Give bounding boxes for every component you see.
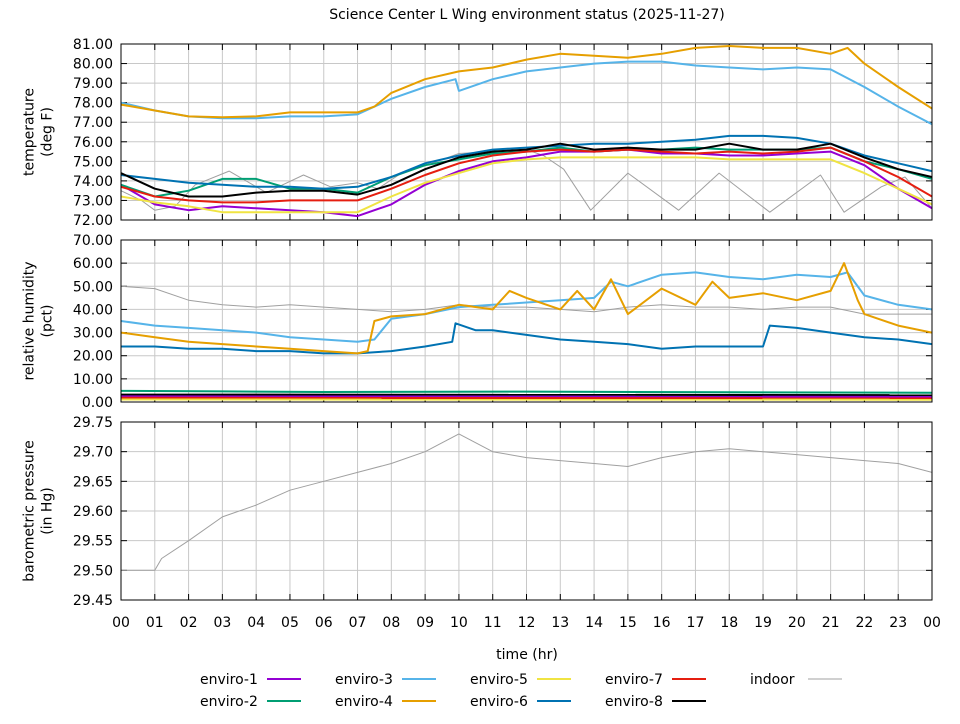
y-tick-label: 74.00 bbox=[73, 174, 113, 190]
y-axis-label-line: temperature bbox=[21, 88, 37, 176]
x-tick-label: 17 bbox=[687, 615, 705, 631]
y-tick-label: 72.00 bbox=[73, 213, 113, 229]
x-tick-label: 18 bbox=[720, 615, 738, 631]
y-axis-label-line: barometric pressure bbox=[21, 440, 37, 581]
series-enviro-7-line bbox=[121, 398, 932, 399]
y-axis-label-line: (in Hg) bbox=[40, 487, 56, 535]
y-tick-label: 79.00 bbox=[73, 76, 113, 92]
x-tick-label: 09 bbox=[416, 615, 434, 631]
legend-label: enviro-7 bbox=[605, 672, 663, 688]
x-tick-label: 20 bbox=[788, 615, 806, 631]
legend-label: enviro-5 bbox=[470, 672, 528, 688]
y-axis-label-line: relative humidity bbox=[21, 261, 37, 380]
y-axis-label: temperature(deg F) bbox=[21, 88, 55, 176]
x-tick-label: 15 bbox=[619, 615, 637, 631]
x-tick-label: 14 bbox=[585, 615, 603, 631]
legend-label: enviro-8 bbox=[605, 694, 663, 710]
y-tick-label: 70.00 bbox=[73, 233, 113, 249]
y-tick-label: 81.00 bbox=[73, 37, 113, 53]
legend-item-enviro-1: enviro-1 bbox=[200, 672, 301, 688]
y-tick-label: 10.00 bbox=[73, 372, 113, 388]
x-tick-label: 06 bbox=[315, 615, 333, 631]
x-tick-label: 19 bbox=[754, 615, 772, 631]
x-tick-label: 10 bbox=[450, 615, 468, 631]
x-tick-label: 08 bbox=[382, 615, 400, 631]
x-tick-label: 07 bbox=[349, 615, 367, 631]
legend-label: enviro-2 bbox=[200, 694, 258, 710]
panel-2: 29.45 29.50 29.55 29.60 29.65 29.70 29.75 barom… bbox=[21, 415, 932, 609]
x-tick-label: 22 bbox=[856, 615, 874, 631]
y-tick-label: 50.00 bbox=[73, 279, 113, 295]
y-tick-label: 80.00 bbox=[73, 57, 113, 73]
x-axis-label: time (hr) bbox=[496, 647, 558, 663]
y-tick-label: 30.00 bbox=[73, 326, 113, 342]
legend-label: enviro-1 bbox=[200, 672, 258, 688]
legend-label: enviro-4 bbox=[335, 694, 393, 710]
x-tick-label: 00 bbox=[923, 615, 941, 631]
x-tick-label: 11 bbox=[484, 615, 502, 631]
x-tick-label: 02 bbox=[180, 615, 198, 631]
y-axis-label: relative humidity(pct) bbox=[21, 261, 55, 380]
y-tick-label: 40.00 bbox=[73, 302, 113, 318]
y-tick-label: 60.00 bbox=[73, 256, 113, 272]
y-tick-label: 20.00 bbox=[73, 349, 113, 365]
legend-item-enviro-8: enviro-8 bbox=[605, 694, 706, 710]
legend-item-enviro-5: enviro-5 bbox=[470, 672, 571, 688]
y-axis-label: barometric pressure(in Hg) bbox=[21, 440, 55, 581]
y-tick-label: 77.00 bbox=[73, 115, 113, 131]
legend-item-enviro-6: enviro-6 bbox=[470, 694, 571, 710]
y-tick-label: 0.00 bbox=[82, 395, 113, 411]
chart-title: Science Center L Wing environment status… bbox=[329, 7, 725, 23]
series-enviro-2-line bbox=[121, 391, 932, 393]
legend-item-enviro-2: enviro-2 bbox=[200, 694, 301, 710]
legend-label: enviro-6 bbox=[470, 694, 528, 710]
panel-1: 0.00 10.00 20.00 30.00 40.00 50.00 60.00 70.00 r… bbox=[21, 233, 932, 411]
legend-label: indoor bbox=[750, 672, 795, 688]
chart-panels: 72.00 73.00 74.00 75.00 76.00 77.00 78.00 79.00… bbox=[21, 37, 941, 631]
y-tick-label: 76.00 bbox=[73, 135, 113, 151]
x-tick-label: 03 bbox=[213, 615, 231, 631]
series-enviro-8-line bbox=[121, 395, 932, 396]
legend-item-enviro-7: enviro-7 bbox=[605, 672, 706, 688]
legend: enviro-1 enviro-2 enviro-3 enviro-4 enviro-5… bbox=[200, 672, 842, 710]
y-tick-label: 29.75 bbox=[73, 415, 113, 431]
y-tick-label: 29.45 bbox=[73, 593, 113, 609]
series-enviro-1-line bbox=[121, 396, 932, 397]
y-tick-label: 29.65 bbox=[73, 474, 113, 490]
x-tick-label: 05 bbox=[281, 615, 299, 631]
legend-item-indoor: indoor bbox=[750, 672, 842, 688]
y-tick-label: 29.60 bbox=[73, 504, 113, 520]
x-tick-label: 01 bbox=[146, 615, 164, 631]
x-tick-label: 13 bbox=[551, 615, 569, 631]
x-tick-label: 04 bbox=[247, 615, 265, 631]
x-tick-label: 21 bbox=[822, 615, 840, 631]
x-tick-label: 16 bbox=[653, 615, 671, 631]
y-tick-label: 29.55 bbox=[73, 534, 113, 550]
y-tick-label: 78.00 bbox=[73, 96, 113, 112]
y-tick-label: 29.50 bbox=[73, 563, 113, 579]
legend-item-enviro-4: enviro-4 bbox=[335, 694, 436, 710]
y-axis-label-line: (pct) bbox=[40, 305, 56, 338]
legend-item-enviro-3: enviro-3 bbox=[335, 672, 436, 688]
x-tick-label: 12 bbox=[518, 615, 536, 631]
y-tick-label: 29.70 bbox=[73, 445, 113, 461]
x-tick-label: 23 bbox=[889, 615, 907, 631]
legend-label: enviro-3 bbox=[335, 672, 393, 688]
y-axis-label-line: (deg F) bbox=[40, 107, 56, 157]
y-tick-label: 75.00 bbox=[73, 154, 113, 170]
x-tick-label: 00 bbox=[112, 615, 130, 631]
panel-0: 72.00 73.00 74.00 75.00 76.00 77.00 78.00 79.00… bbox=[21, 37, 932, 229]
y-tick-label: 73.00 bbox=[73, 193, 113, 209]
